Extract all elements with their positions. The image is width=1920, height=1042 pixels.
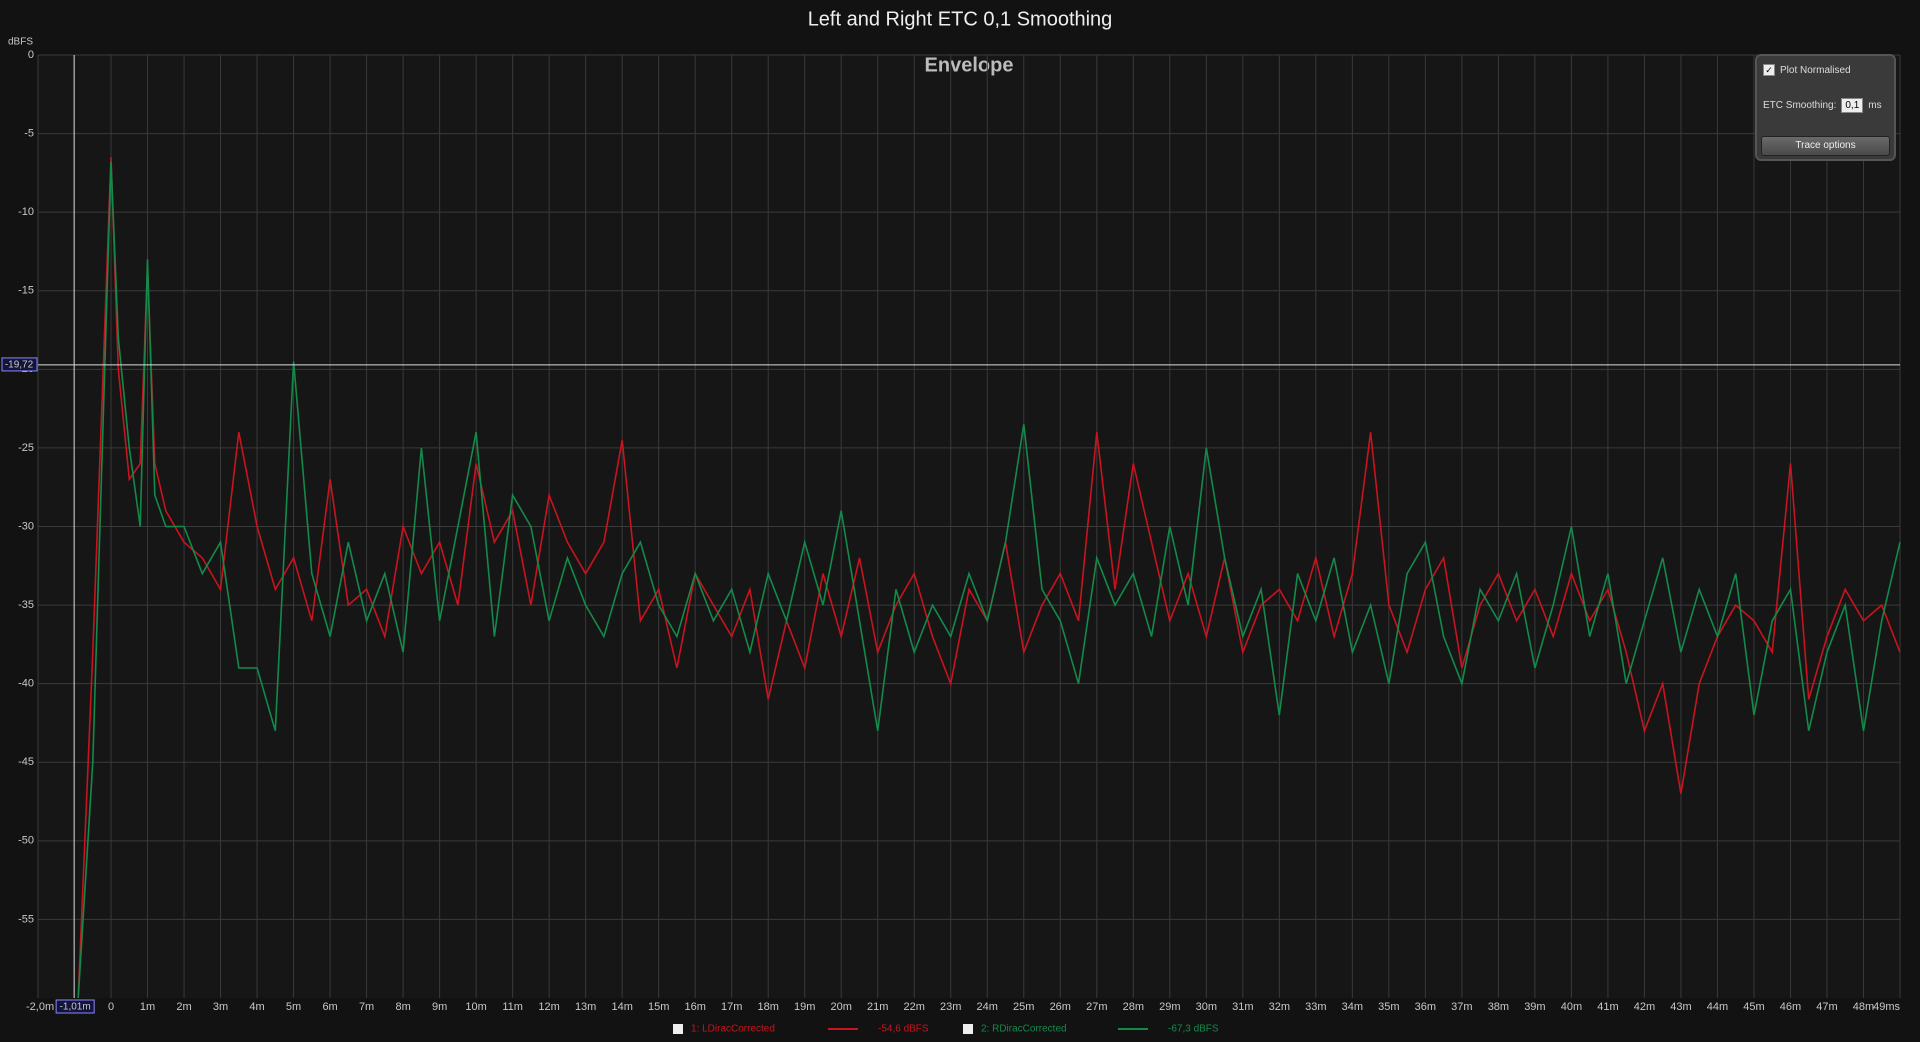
x-tick-label: 19m xyxy=(794,1001,815,1013)
x-tick-label: 10m xyxy=(465,1001,486,1013)
x-tick-label: 39m xyxy=(1524,1001,1545,1013)
y-tick-label: -30 xyxy=(18,520,34,532)
x-tick-label: 15m xyxy=(648,1001,669,1013)
y-axis-label: dBFS xyxy=(8,37,33,48)
x-tick-label: 46m xyxy=(1780,1001,1801,1013)
x-tick-label: 29m xyxy=(1159,1001,1180,1013)
y-tick-label: -45 xyxy=(18,756,34,768)
x-tick-label: 7m xyxy=(359,1001,374,1013)
x-tick-label: 47m xyxy=(1816,1001,1837,1013)
cursor-y-label: -19,72 xyxy=(5,360,34,371)
cursor-label-box xyxy=(1,357,38,372)
y-tick-label: -15 xyxy=(18,285,34,297)
x-tick-label: 41m xyxy=(1597,1001,1618,1013)
series-line xyxy=(77,157,1901,999)
chart-title: Left and Right ETC 0,1 Smoothing xyxy=(808,8,1113,30)
x-tick-label: 8m xyxy=(395,1001,410,1013)
x-tick-label: 22m xyxy=(904,1001,925,1013)
x-tick-label: 12m xyxy=(538,1001,559,1013)
x-tick-label: 3m xyxy=(213,1001,228,1013)
cursor-label-box xyxy=(55,999,95,1014)
x-tick-label: 18m xyxy=(757,1001,778,1013)
x-tick-label: 9m xyxy=(432,1001,447,1013)
x-tick-label: 30m xyxy=(1196,1001,1217,1013)
x-tick-label: 4m xyxy=(249,1001,264,1013)
x-tick-label: 25m xyxy=(1013,1001,1034,1013)
legend-level: -67,3 dBFS xyxy=(1168,1024,1219,1035)
x-tick-label: 38m xyxy=(1488,1001,1509,1013)
x-tick-label: 27m xyxy=(1086,1001,1107,1013)
y-tick-label: -55 xyxy=(18,913,34,925)
smoothing-unit: ms xyxy=(1868,100,1882,111)
x-tick-label: 14m xyxy=(611,1001,632,1013)
y-tick-label: -35 xyxy=(18,599,34,611)
x-tick-label: 24m xyxy=(977,1001,998,1013)
cursor-x-label: -1,01m xyxy=(60,1002,91,1013)
x-tick-label: 43m xyxy=(1670,1001,1691,1013)
legend-name: 1: LDiracCorrected xyxy=(691,1024,775,1035)
y-tick-label: -5 xyxy=(24,127,34,139)
x-tick-label: 40m xyxy=(1561,1001,1582,1013)
normalise-label: Plot Normalised xyxy=(1780,64,1851,76)
legend-checkbox[interactable] xyxy=(963,1024,973,1034)
x-tick-label: 35m xyxy=(1378,1001,1399,1013)
legend-checkbox[interactable] xyxy=(673,1024,683,1034)
legend-level: -54,6 dBFS xyxy=(878,1024,929,1035)
x-tick-label: 21m xyxy=(867,1001,888,1013)
x-tick-label: 16m xyxy=(684,1001,705,1013)
y-tick-label: -10 xyxy=(18,206,34,218)
x-tick-label: 26m xyxy=(1050,1001,1071,1013)
smoothing-row: ETC Smoothing: 0,1 ms xyxy=(1763,98,1882,113)
x-tick-label: 1m xyxy=(140,1001,155,1013)
control-panel: ✓ Plot Normalised ETC Smoothing: 0,1 ms Tra… xyxy=(1755,54,1896,161)
legend-name: 2: RDiracCorrected xyxy=(981,1024,1067,1035)
x-tick-label: 13m xyxy=(575,1001,596,1013)
x-tick-label: 2m xyxy=(176,1001,191,1013)
x-tick-label: 17m xyxy=(721,1001,742,1013)
x-tick-label: 31m xyxy=(1232,1001,1253,1013)
x-tick-label: 48m xyxy=(1853,1001,1874,1013)
normalise-row: ✓ Plot Normalised xyxy=(1763,64,1851,76)
x-tick-label: 32m xyxy=(1269,1001,1290,1013)
x-tick-label: 44m xyxy=(1707,1001,1728,1013)
x-tick-label: 33m xyxy=(1305,1001,1326,1013)
x-tick-label: 0 xyxy=(108,1001,114,1013)
y-tick-label: -25 xyxy=(18,442,34,454)
x-tick-label: 6m xyxy=(322,1001,337,1013)
x-tick-label: 5m xyxy=(286,1001,301,1013)
chart-subtitle: Envelope xyxy=(925,54,1014,76)
checkbox[interactable]: ✓ xyxy=(1763,64,1775,76)
series-line xyxy=(77,161,1901,999)
x-tick-label: 34m xyxy=(1342,1001,1363,1013)
y-tick-label: -40 xyxy=(18,678,34,690)
trace-options-button[interactable]: Trace options xyxy=(1761,136,1890,156)
x-tick-label: 49ms xyxy=(1873,1001,1900,1013)
x-tick-label: 20m xyxy=(831,1001,852,1013)
x-tick-label: 23m xyxy=(940,1001,961,1013)
y-tick-label: -50 xyxy=(18,835,34,847)
x-tick-label: -2,0m xyxy=(26,1001,54,1013)
x-tick-label: 11m xyxy=(502,1001,523,1013)
x-tick-label: 28m xyxy=(1123,1001,1144,1013)
x-tick-label: 37m xyxy=(1451,1001,1472,1013)
x-tick-label: 45m xyxy=(1743,1001,1764,1013)
smoothing-input[interactable]: 0,1 xyxy=(1841,98,1864,113)
smoothing-label: ETC Smoothing: xyxy=(1763,100,1837,111)
x-tick-label: 42m xyxy=(1634,1001,1655,1013)
x-tick-label: 36m xyxy=(1415,1001,1436,1013)
y-tick-label: 0 xyxy=(28,49,34,61)
